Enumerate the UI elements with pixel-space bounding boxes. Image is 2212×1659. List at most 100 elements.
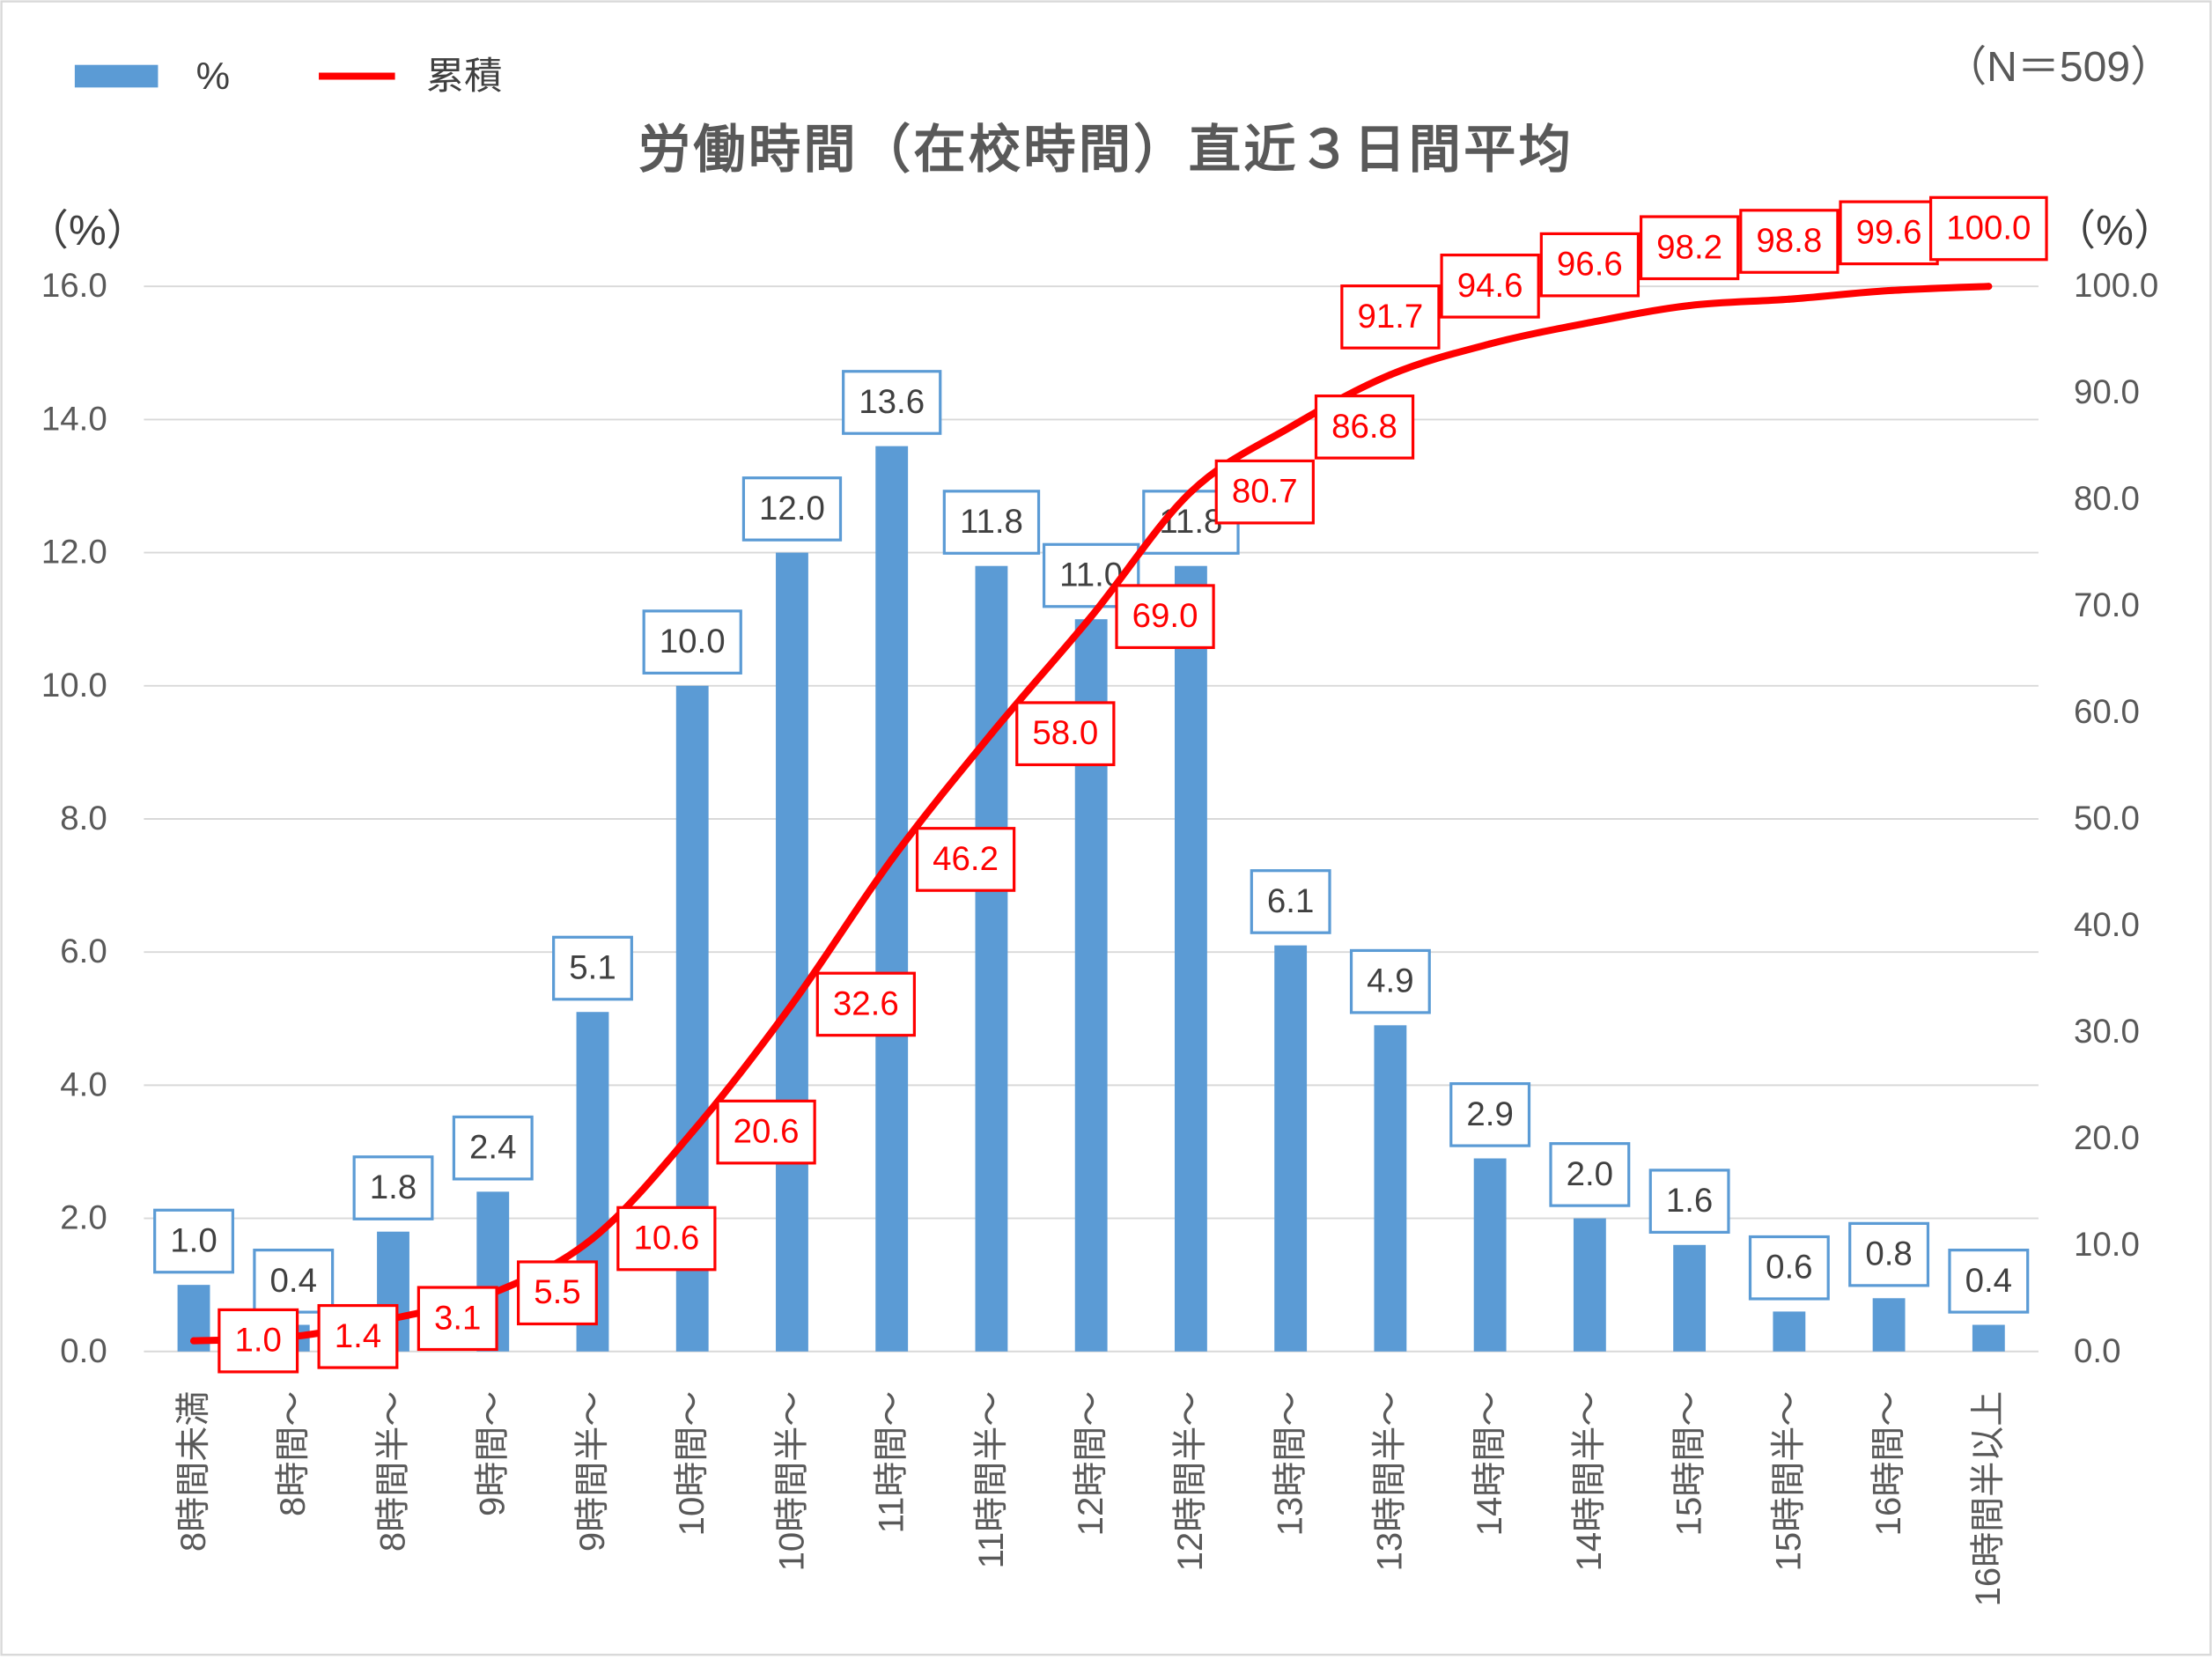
line-data-label: 58.0 bbox=[1015, 701, 1116, 767]
line-data-label-box bbox=[1928, 195, 2048, 262]
cumulative-point bbox=[1586, 319, 1594, 327]
bar-data-label-box bbox=[1549, 1142, 1631, 1207]
bar-data-label-text: 11.8 bbox=[1159, 503, 1222, 541]
bar-data-label-box bbox=[253, 1249, 335, 1314]
legend: % 累積 bbox=[74, 55, 502, 98]
y-left-tick-label: 2.0 bbox=[60, 1199, 107, 1237]
bar-data-label-box bbox=[153, 1208, 234, 1274]
bar-data-label-box bbox=[552, 935, 633, 1001]
legend-item-cumulative: 累積 bbox=[319, 55, 502, 98]
line-data-label-text: 58.0 bbox=[1032, 715, 1098, 753]
y-right-tick-label: 10.0 bbox=[2074, 1226, 2140, 1264]
line-data-label-text: 5.5 bbox=[534, 1274, 580, 1312]
bar-data-label: 2.4 bbox=[452, 1115, 534, 1181]
cumulative-point bbox=[689, 1128, 697, 1136]
line-data-label: 3.1 bbox=[417, 1286, 498, 1352]
cumulative-point bbox=[888, 855, 896, 863]
bar-data-label-box bbox=[1848, 1221, 1930, 1287]
bar-data-label-text: 4.9 bbox=[1367, 962, 1413, 1000]
bar-data-label: 0.8 bbox=[1848, 1221, 1930, 1287]
line-data-label-text: 1.4 bbox=[335, 1317, 381, 1355]
bar-series bbox=[177, 446, 2005, 1352]
bar-data-label-box bbox=[1948, 1249, 2030, 1314]
bar-data-label-box bbox=[1250, 869, 1331, 934]
line-data-label-text: 99.6 bbox=[1856, 214, 1922, 252]
line-data-label: 32.6 bbox=[815, 971, 916, 1037]
line-data-label: 1.4 bbox=[317, 1303, 399, 1369]
line-data-label: 100.0 bbox=[1928, 195, 2048, 262]
line-data-label: 10.6 bbox=[616, 1206, 717, 1272]
bar bbox=[1773, 1311, 1806, 1352]
bar-data-label-box bbox=[842, 370, 942, 435]
line-data-label-box bbox=[1015, 701, 1116, 767]
line-data-label-box bbox=[218, 1308, 299, 1374]
bar-data-label-text: 13.6 bbox=[859, 383, 925, 421]
bar-data-label-text: 1.6 bbox=[1666, 1183, 1713, 1220]
line-data-label-box bbox=[815, 971, 916, 1037]
x-category-label: 15時間～ bbox=[1670, 1391, 1709, 1537]
bar-data-label: 6.1 bbox=[1250, 869, 1331, 934]
x-category-label: 16時間半以上 bbox=[1969, 1391, 2009, 1607]
bar-data-label: 11.8 bbox=[942, 490, 1041, 555]
bar bbox=[1972, 1324, 2005, 1352]
cumulative-point bbox=[1985, 283, 1993, 291]
x-axis: 8時間未満 8時間～ 8時間半～ 9時間～ 9時間半～ 10時間～ 10時間半～ 11時間～ 1… bbox=[174, 1391, 2009, 1607]
bar-data-label: 2.0 bbox=[1549, 1142, 1631, 1207]
line-data-label-box bbox=[915, 827, 1016, 892]
bar-data-label-text: 2.4 bbox=[469, 1129, 516, 1167]
bar bbox=[776, 552, 808, 1352]
cumulative-point bbox=[1287, 423, 1294, 431]
x-category-label: 10時間～ bbox=[673, 1391, 712, 1537]
bar-data-label-text: 0.6 bbox=[1766, 1249, 1812, 1287]
line-data-label: 91.7 bbox=[1340, 284, 1441, 350]
x-category-label: 13時間半～ bbox=[1370, 1391, 1410, 1572]
bar-data-label-text: 0.4 bbox=[270, 1262, 317, 1300]
y-right-tick-label: 90.0 bbox=[2074, 374, 2140, 412]
line-data-label-text: 94.6 bbox=[1457, 267, 1523, 305]
bar-data-label-text: 2.0 bbox=[1567, 1155, 1613, 1193]
cumulative-point bbox=[987, 730, 995, 738]
sample-size-label: （N＝509） bbox=[1944, 44, 2172, 91]
y-right-tick-label: 70.0 bbox=[2074, 586, 2140, 624]
bar-data-label: 0.4 bbox=[253, 1249, 335, 1314]
cumulative-point bbox=[588, 1235, 596, 1242]
bar-data-label-box bbox=[1648, 1169, 1730, 1234]
line-data-label-box bbox=[1340, 284, 1441, 350]
line-data-label: 46.2 bbox=[915, 827, 1016, 892]
y-right-tick-label: 40.0 bbox=[2074, 906, 2140, 944]
y-left-tick-label: 6.0 bbox=[60, 933, 107, 971]
bar-data-label-box bbox=[642, 609, 742, 675]
bar bbox=[1274, 945, 1308, 1352]
line-data-label-box bbox=[1739, 209, 1840, 274]
line-data-label-box bbox=[1314, 394, 1415, 460]
bar-data-label-text: 11.8 bbox=[960, 503, 1023, 541]
bar-data-label-text: 1.8 bbox=[370, 1169, 417, 1206]
line-data-label-text: 1.0 bbox=[234, 1322, 281, 1360]
y-left-tick-label: 4.0 bbox=[60, 1066, 107, 1104]
line-data-label-text: 46.2 bbox=[933, 840, 999, 878]
y-left-tick-label: 8.0 bbox=[60, 800, 107, 837]
y-right-tick-label: 20.0 bbox=[2074, 1119, 2140, 1157]
y-axis-left-title: （%） bbox=[26, 208, 149, 254]
line-data-label-box bbox=[317, 1303, 399, 1369]
x-category-label: 11時間～ bbox=[872, 1391, 911, 1534]
bar-data-label: 13.6 bbox=[842, 370, 942, 435]
bar-data-label-text: 10.0 bbox=[660, 623, 726, 661]
cumulative-point bbox=[1785, 295, 1793, 303]
cumulative-line bbox=[190, 283, 1993, 1345]
line-data-label: 69.0 bbox=[1115, 584, 1215, 650]
line-data-label-text: 100.0 bbox=[1946, 210, 2031, 247]
line-data-label-box bbox=[1115, 584, 1215, 650]
line-data-label: 99.6 bbox=[1839, 200, 1939, 266]
x-category-label: 14時間～ bbox=[1471, 1391, 1510, 1537]
chart-title: 労働時間（在校時間）直近３日間平均 bbox=[638, 121, 1574, 179]
y-left-tick-label: 14.0 bbox=[41, 401, 107, 439]
line-data-label-text: 32.6 bbox=[833, 985, 899, 1023]
x-category-label: 9時間～ bbox=[473, 1391, 512, 1516]
line-data-label-text: 98.8 bbox=[1756, 222, 1822, 260]
line-data-label: 98.2 bbox=[1639, 215, 1740, 281]
x-category-label: 16時間～ bbox=[1869, 1391, 1909, 1537]
bar-data-label-text: 12.0 bbox=[759, 490, 825, 527]
bar-data-label-text: 2.9 bbox=[1466, 1095, 1513, 1133]
line-data-label: 86.8 bbox=[1314, 394, 1415, 460]
